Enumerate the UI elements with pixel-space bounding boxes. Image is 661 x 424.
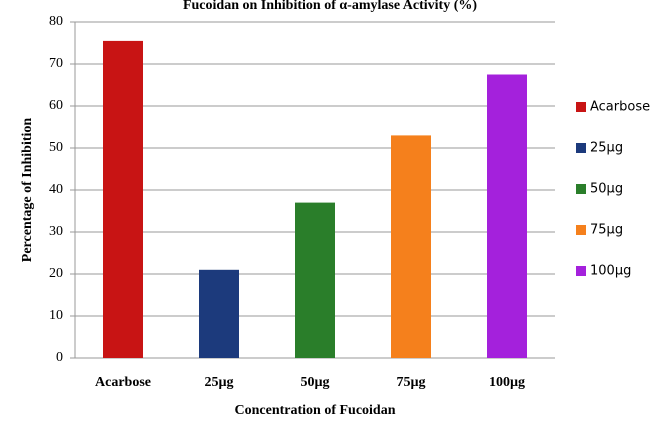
bar [391, 135, 431, 358]
x-tick-label: Acarbose [95, 375, 151, 390]
legend-label: 75µg [590, 223, 623, 238]
legend-label: 50µg [590, 182, 623, 197]
x-tick-label: 100µg [489, 375, 525, 390]
x-tick-label: 75µg [396, 375, 425, 390]
legend-label: Acarbose [590, 100, 650, 115]
x-tick-label: 50µg [300, 375, 329, 390]
bar [295, 202, 335, 358]
legend-swatch [576, 225, 586, 235]
bar [103, 40, 143, 359]
legend-swatch [576, 102, 586, 112]
y-tick-label: 40 [49, 182, 63, 197]
bar [487, 74, 527, 358]
legend-swatch [576, 266, 586, 276]
legend-label: 25µg [590, 141, 623, 156]
y-tick-label: 20 [49, 266, 63, 281]
y-tick-label: 80 [49, 14, 63, 29]
y-tick-label: 0 [56, 350, 63, 365]
bar [199, 269, 239, 358]
y-tick-label: 10 [49, 308, 63, 323]
y-tick-label: 30 [49, 224, 63, 239]
legend-label: 100µg [590, 264, 631, 279]
legend-swatch [576, 184, 586, 194]
y-tick-label: 70 [49, 56, 63, 71]
y-tick-label: 60 [49, 98, 63, 113]
y-axis-title: Percentage of Inhibition [20, 118, 35, 263]
chart-title: Fucoidan on Inhibition of α-amylase Acti… [183, 0, 477, 13]
x-axis-title: Concentration of Fucoidan [235, 403, 396, 418]
legend-swatch [576, 143, 586, 153]
x-tick-label: 25µg [204, 375, 233, 390]
y-tick-label: 50 [49, 140, 63, 155]
